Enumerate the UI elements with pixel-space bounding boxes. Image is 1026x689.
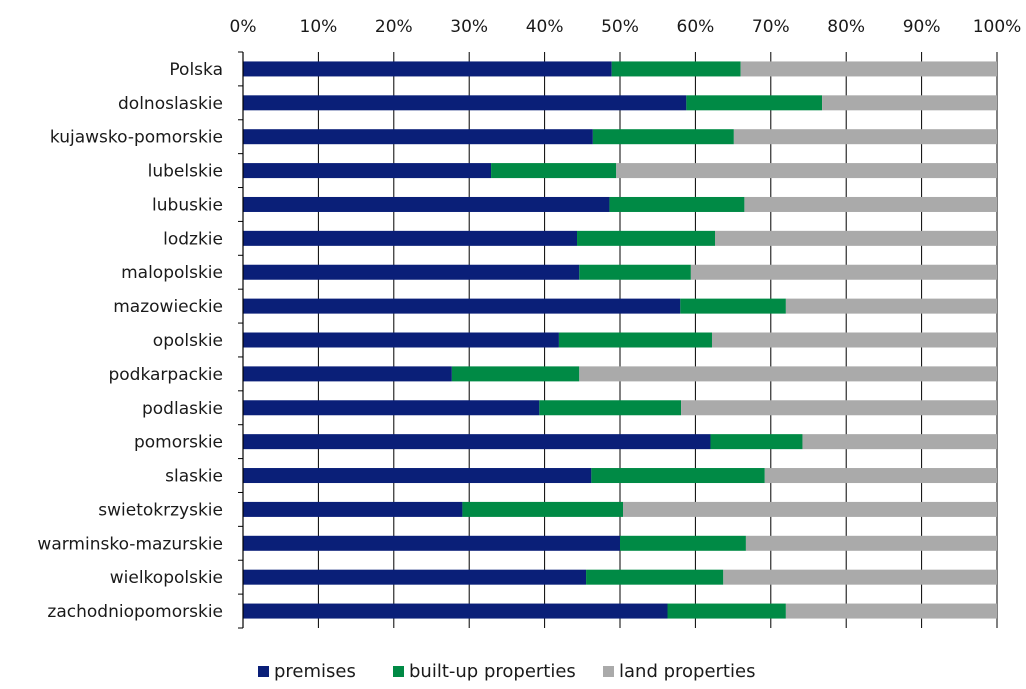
- bar-premises: [243, 61, 612, 77]
- y-tick-label: dolnoslaskie: [118, 94, 223, 114]
- axes-group: [238, 51, 244, 629]
- bar-land-properties: [745, 535, 997, 551]
- y-tick-label: kujawsko-pomorskie: [50, 128, 223, 148]
- y-tick-label: swietokrzyskie: [98, 500, 223, 520]
- bar-premises: [243, 298, 681, 314]
- bar-built-up-properties: [491, 163, 617, 179]
- y-tick-labels: Polska dolnoslaskie kujawsko-pomorskie lube…: [37, 60, 223, 622]
- bar-premises: [243, 569, 587, 585]
- bar-premises: [243, 332, 559, 348]
- bar-premises: [243, 163, 492, 179]
- bar-built-up-properties: [592, 129, 734, 145]
- x-tick-label: 10%: [300, 17, 338, 37]
- bar-land-properties: [723, 569, 997, 585]
- x-tick-labels: 0% 10% 20% 30% 40% 50% 60% 70% 80% 90% 100%: [230, 17, 1022, 37]
- y-tick-label: pomorskie: [134, 433, 223, 453]
- x-tick-label: 90%: [903, 17, 941, 37]
- bar-premises: [243, 501, 463, 517]
- y-tick-label: warminsko-mazurskie: [37, 534, 223, 554]
- bar-built-up-properties: [577, 230, 716, 246]
- bar-premises: [243, 603, 668, 619]
- legend: premises built-up properties land properti…: [258, 661, 755, 682]
- bar-premises: [243, 535, 620, 551]
- bar-land-properties: [681, 400, 997, 416]
- bar-built-up-properties: [620, 535, 746, 551]
- bar-land-properties: [711, 332, 997, 348]
- bar-built-up-properties: [462, 501, 624, 517]
- y-tick-label: lubelskie: [148, 162, 223, 182]
- bar-premises: [243, 400, 540, 416]
- bar-premises: [243, 264, 580, 280]
- bar-land-properties: [764, 468, 997, 484]
- legend-label: premises: [274, 661, 356, 682]
- bar-built-up-properties: [680, 298, 786, 314]
- y-tick-label: wielkopolskie: [110, 568, 223, 588]
- bar-land-properties: [616, 163, 997, 179]
- bar-land-properties: [740, 61, 997, 77]
- bar-land-properties: [822, 95, 997, 111]
- bar-built-up-properties: [586, 569, 724, 585]
- bar-land-properties: [733, 129, 997, 145]
- y-tick-label: slaskie: [165, 467, 223, 487]
- y-tick-label: malopolskie: [121, 263, 223, 283]
- bar-premises: [243, 434, 711, 450]
- y-tick-label: mazowieckie: [113, 297, 223, 317]
- bar-built-up-properties: [611, 61, 741, 77]
- legend-swatch: [603, 666, 614, 677]
- x-tick-label: 60%: [677, 17, 715, 37]
- y-tick-label: podkarpackie: [108, 365, 223, 385]
- bar-built-up-properties: [667, 603, 786, 619]
- x-tick-label: 80%: [827, 17, 865, 37]
- x-tick-label: 40%: [526, 17, 564, 37]
- bar-land-properties: [744, 196, 997, 212]
- bar-built-up-properties: [579, 264, 691, 280]
- x-tick-label: 20%: [375, 17, 413, 37]
- bar-built-up-properties: [451, 366, 580, 382]
- bar-premises: [243, 129, 593, 145]
- bar-land-properties: [623, 501, 997, 517]
- y-tick-label: opolskie: [153, 331, 223, 351]
- x-tick-label: 70%: [752, 17, 790, 37]
- x-tick-label: 0%: [230, 17, 257, 37]
- y-tick-label: lodzkie: [163, 229, 223, 249]
- y-tick-label: zachodniopomorskie: [47, 602, 223, 622]
- bar-land-properties: [802, 434, 997, 450]
- bar-built-up-properties: [558, 332, 712, 348]
- bar-land-properties: [579, 366, 997, 382]
- y-tick-label: lubuskie: [152, 195, 223, 215]
- bar-premises: [243, 366, 452, 382]
- bar-land-properties: [690, 264, 997, 280]
- bars-group: [243, 61, 997, 619]
- bar-land-properties: [785, 298, 997, 314]
- bar-built-up-properties: [609, 196, 745, 212]
- bar-premises: [243, 230, 578, 246]
- bar-land-properties: [785, 603, 997, 619]
- legend-swatch: [258, 666, 269, 677]
- bar-premises: [243, 95, 687, 111]
- bar-premises: [243, 196, 610, 212]
- y-tick-label: Polska: [169, 60, 223, 80]
- bar-built-up-properties: [710, 434, 803, 450]
- x-tick-label: 100%: [973, 17, 1022, 37]
- legend-label: built-up properties: [409, 661, 576, 682]
- bar-land-properties: [715, 230, 997, 246]
- y-tick-label: podlaskie: [142, 399, 223, 419]
- legend-swatch: [393, 666, 404, 677]
- bar-built-up-properties: [539, 400, 682, 416]
- x-tick-label: 30%: [450, 17, 488, 37]
- legend-label: land properties: [619, 661, 755, 682]
- bar-premises: [243, 468, 592, 484]
- bar-built-up-properties: [686, 95, 823, 111]
- bar-built-up-properties: [591, 468, 765, 484]
- x-tick-label: 50%: [601, 17, 639, 37]
